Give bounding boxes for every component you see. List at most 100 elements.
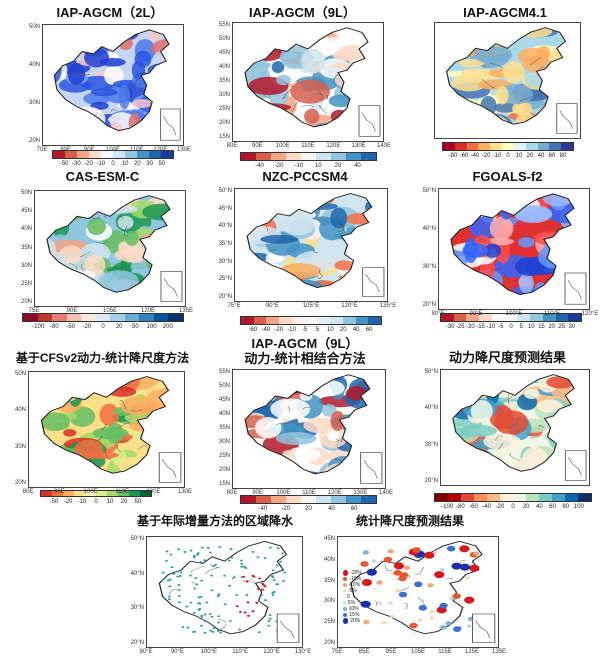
lat-tick-label: 20N	[218, 120, 230, 126]
station-dot	[431, 573, 435, 576]
anomaly-patch	[345, 213, 372, 225]
colorbar-label: -40	[255, 163, 264, 169]
anomaly-patch	[518, 273, 534, 294]
station-dot	[417, 618, 423, 622]
anomaly-patch	[557, 80, 566, 91]
station-dot	[372, 566, 376, 568]
lon-tick-label: 130°E	[294, 649, 312, 655]
colorbar-swatch	[331, 153, 346, 160]
anomaly-patch	[474, 27, 492, 43]
anomaly-patch	[476, 195, 498, 206]
anomaly-patch	[330, 207, 348, 229]
colorbar-swatch	[504, 314, 518, 321]
station-dot	[177, 589, 181, 592]
lon-tick-label: 140E	[378, 490, 393, 496]
colorbar-swatch	[140, 491, 151, 496]
station-dot	[239, 610, 242, 613]
anomaly-patch	[489, 216, 514, 241]
station-dot	[381, 621, 387, 625]
legend-marker	[343, 612, 348, 618]
anomaly-patch	[561, 414, 575, 433]
colorbar-label: 100	[146, 324, 157, 330]
anomaly-patch	[150, 252, 164, 267]
colorbar-swatch	[52, 314, 67, 321]
anomaly-patch	[275, 432, 317, 445]
legend-item: -10%	[343, 582, 362, 588]
colorbar	[40, 490, 152, 497]
anomaly-patch	[93, 195, 120, 204]
station-dot	[363, 619, 370, 625]
station-dot	[373, 588, 377, 590]
lon-tick-label: 110E	[302, 490, 316, 496]
colorbar-label: -20	[82, 324, 92, 330]
map-plot	[434, 22, 581, 139]
anomaly-patch	[461, 281, 485, 291]
anomaly-patch	[470, 400, 493, 423]
lon-tick-label: 80E	[60, 147, 71, 153]
colorbar-label: -100	[32, 324, 45, 330]
colorbar-label: -10	[486, 324, 496, 330]
colorbar-swatch	[441, 314, 454, 321]
station-dot	[258, 577, 262, 580]
anomaly-patch	[446, 102, 472, 120]
station-dot	[243, 611, 247, 614]
anomaly-patch	[247, 260, 260, 271]
panel-iap-agcm-9l-combined: IAP-AGCM（9L） 动力-统计相结合方法 55N 50N 45N 40N 35N 3…	[210, 335, 400, 513]
china-map	[445, 27, 578, 134]
lat-tick-label: 30°N	[424, 441, 438, 448]
lat-tick-label: 30°N	[218, 258, 232, 265]
legend-label: -15%	[349, 576, 362, 582]
station-dot	[210, 574, 213, 577]
station-dot	[176, 570, 180, 573]
anomaly-patch	[536, 399, 563, 413]
colorbar-label: 10	[314, 163, 322, 169]
legend-label: 10%	[348, 606, 359, 612]
station-dot	[409, 622, 418, 629]
map-plot	[232, 22, 384, 142]
anomaly-patch	[561, 236, 574, 261]
station-dot	[267, 619, 271, 622]
anomaly-patch	[553, 418, 575, 442]
colorbar-label: 100	[573, 504, 584, 510]
lon-tick-label: 130E	[176, 147, 191, 153]
anomaly-patch	[488, 374, 521, 393]
station-dot	[424, 551, 435, 559]
colorbar-swatch	[368, 317, 382, 324]
colorbar-swatch	[487, 494, 500, 501]
station-dot	[186, 626, 190, 629]
colorbar	[240, 152, 377, 161]
panel-title: CAS-ESM-C	[65, 169, 140, 184]
station-dot	[256, 587, 260, 590]
panel-title: IAP-AGCM4.1	[463, 5, 547, 20]
station-dot	[247, 614, 250, 617]
station-dot	[197, 596, 201, 599]
station-dot	[162, 578, 166, 581]
anomaly-patch	[270, 110, 288, 127]
station-dot	[211, 565, 215, 568]
colorbar-swatch	[330, 317, 343, 324]
anomaly-patch	[472, 114, 510, 125]
anomaly-patch	[448, 98, 485, 124]
station-dot	[256, 556, 260, 559]
lon-tick-label: 120E	[327, 490, 342, 496]
colorbar-swatch	[355, 317, 369, 324]
lat-tick-label: 40°N	[130, 570, 144, 577]
station-dot	[262, 583, 265, 586]
colorbar-swatch	[95, 314, 111, 321]
colorbar-swatch	[139, 314, 154, 321]
anomaly-patch	[76, 376, 112, 387]
lat-tick-label: 20N	[323, 640, 335, 646]
anomaly-patch	[496, 86, 509, 105]
anomaly-patch	[455, 27, 473, 38]
station-dot	[402, 562, 405, 565]
colorbar-label: -60	[469, 504, 478, 510]
station-dot	[279, 560, 282, 563]
panel-title: FGOALS-f2	[472, 169, 543, 184]
legend-item: 15%	[343, 612, 362, 618]
anomaly-patch	[327, 430, 340, 441]
station-dot	[271, 569, 275, 572]
lat-tick-label: 35N	[20, 244, 32, 251]
legend-label: 15%	[349, 612, 360, 618]
map-plot	[234, 188, 388, 302]
station-dot	[429, 616, 435, 620]
